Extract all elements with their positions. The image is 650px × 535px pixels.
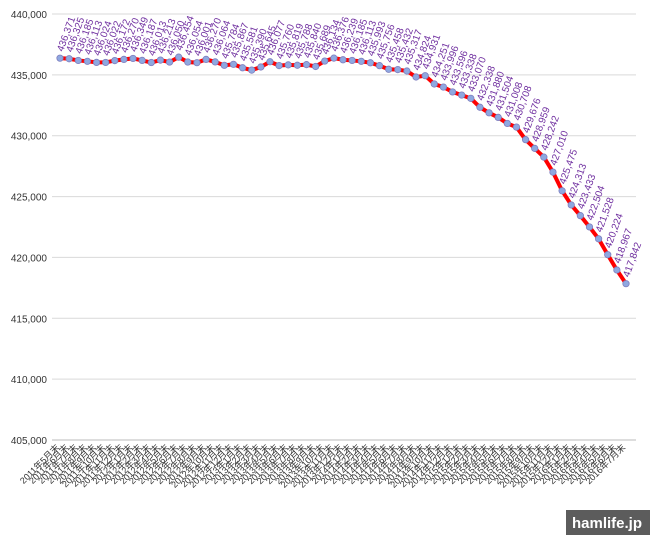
data-point (430, 80, 438, 88)
data-point (476, 103, 484, 111)
data-point (211, 58, 219, 66)
data-point (147, 58, 155, 67)
y-tick-label: 415,000 (11, 314, 48, 325)
data-point (293, 61, 301, 69)
data-point (248, 66, 256, 74)
data-point (275, 62, 283, 70)
data-point (83, 57, 91, 65)
data-point (604, 251, 612, 259)
data-point (512, 123, 521, 131)
data-point (129, 54, 137, 63)
data-point (202, 55, 210, 63)
data-point (385, 65, 393, 73)
data-point (503, 119, 511, 128)
data-point (229, 60, 238, 68)
data-point (375, 62, 384, 70)
data-point (622, 280, 630, 288)
data-point (339, 56, 347, 64)
data-point (348, 56, 356, 65)
data-point (585, 223, 594, 231)
data-point (576, 212, 584, 220)
data-point (193, 59, 201, 67)
y-tick-label: 440,000 (11, 10, 48, 21)
data-point (549, 168, 557, 176)
data-point (102, 58, 110, 67)
data-point (613, 266, 621, 274)
data-point (521, 136, 530, 144)
data-point (458, 91, 466, 99)
data-point (65, 55, 73, 63)
y-tick-label: 425,000 (11, 193, 48, 204)
data-point (558, 187, 566, 195)
data-point (156, 56, 165, 64)
data-point (357, 57, 365, 65)
data-point (494, 113, 502, 122)
series-line (59, 54, 628, 285)
y-tick-label: 435,000 (11, 71, 48, 82)
data-point (74, 56, 82, 65)
data-point (92, 58, 101, 66)
data-point (56, 54, 64, 62)
data-point (302, 61, 311, 69)
data-point (184, 58, 192, 66)
y-tick-label: 410,000 (11, 375, 48, 386)
data-point (448, 88, 457, 96)
data-point (220, 61, 228, 69)
data-point (330, 54, 338, 62)
data-point (175, 53, 183, 61)
data-point (238, 64, 247, 72)
data-point (394, 65, 402, 74)
data-point (421, 72, 429, 80)
data-point (138, 56, 146, 65)
data-point (165, 58, 174, 66)
data-point (266, 58, 274, 66)
data-point (412, 73, 420, 81)
data-point (439, 83, 448, 91)
data-point (366, 59, 374, 67)
y-tick-label: 430,000 (11, 132, 48, 143)
y-tick-label: 420,000 (11, 253, 48, 264)
y-tick-label: 405,000 (11, 436, 48, 447)
data-point (531, 144, 539, 152)
watermark-bg (566, 510, 650, 535)
data-point (257, 63, 265, 71)
data-point (467, 94, 475, 102)
data-point (284, 61, 292, 69)
data-point (485, 109, 493, 117)
data-point (312, 62, 320, 71)
data-point (321, 57, 329, 65)
data-point (595, 235, 603, 243)
data-point (120, 55, 128, 63)
data-point (111, 56, 119, 65)
data-point (540, 153, 548, 161)
watermark: hamlife.jp (572, 515, 642, 532)
data-point (567, 201, 575, 209)
data-point (403, 67, 411, 75)
